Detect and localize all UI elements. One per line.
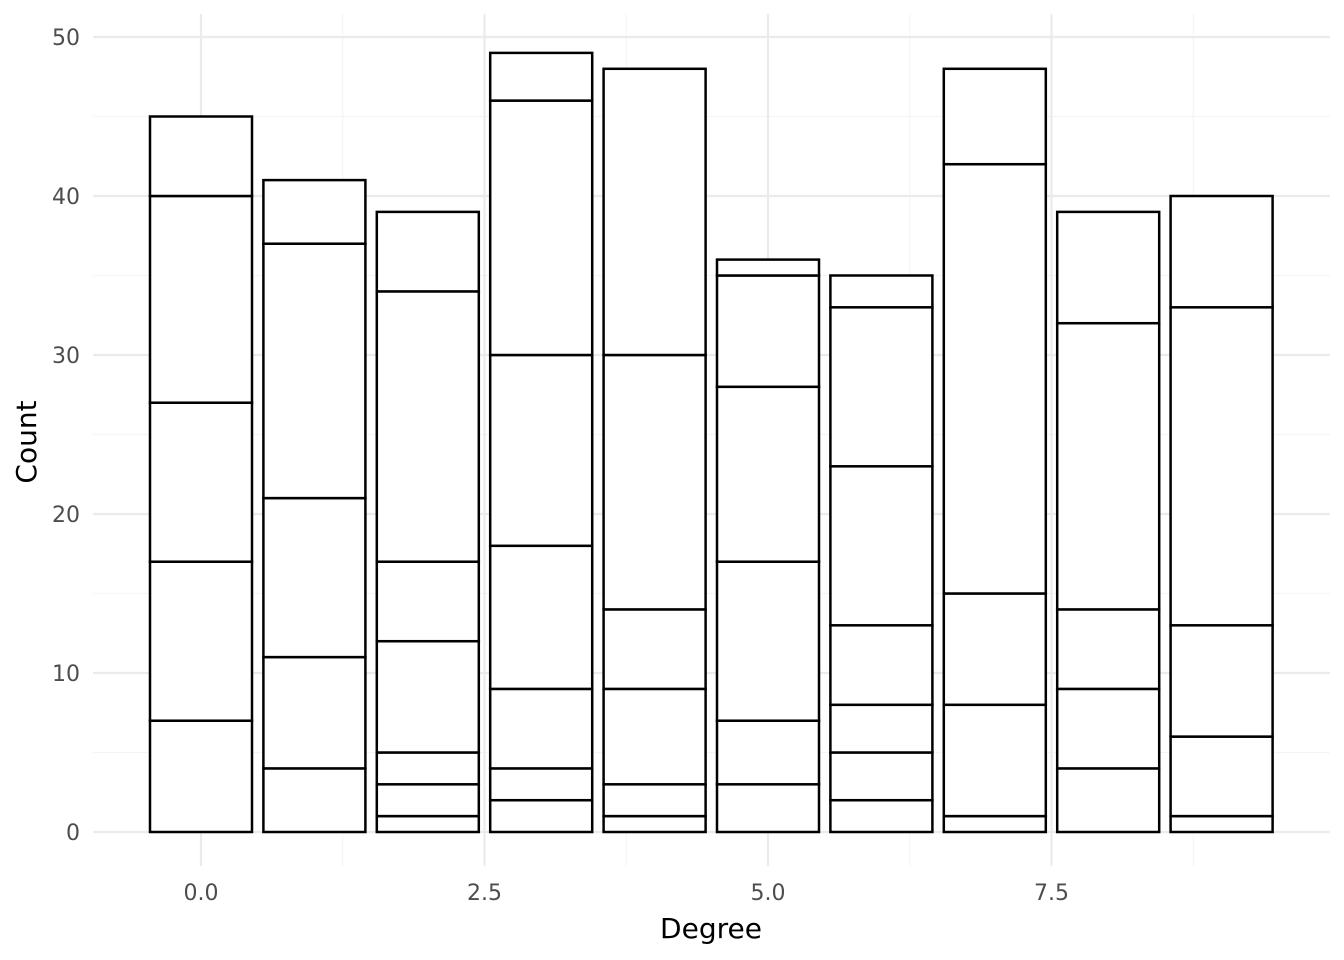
bar-segment [602, 353, 707, 611]
bar-segment [829, 306, 934, 468]
y-tick-label: 0 [66, 821, 80, 846]
y-tick-label: 50 [52, 26, 80, 51]
bar-segment [602, 608, 707, 691]
bar-segment [148, 194, 254, 404]
bar-segment [262, 496, 367, 659]
bar-segment [262, 242, 367, 500]
x-axis-title: Degree [660, 912, 762, 945]
y-tick-label: 40 [52, 185, 80, 210]
bar-segment [375, 814, 481, 834]
bar-segment [942, 592, 1048, 707]
bar-segment [488, 51, 594, 102]
bar-segment [829, 751, 934, 802]
bar-segment [1169, 624, 1274, 738]
bar-segment [829, 703, 934, 754]
bar-segment [602, 814, 707, 834]
bar-segment [148, 719, 254, 834]
bar-segment [602, 783, 707, 818]
bar-segment [488, 767, 594, 802]
y-axis-title: Count [10, 400, 43, 483]
bar-segment [1169, 194, 1274, 309]
bar-segment [262, 655, 367, 770]
bar-segment [715, 274, 821, 389]
bar-segment [488, 687, 594, 770]
bar-segment [375, 751, 481, 786]
bar-segment [715, 560, 821, 722]
bar-segment [262, 767, 367, 834]
bar-segment [602, 67, 707, 357]
bar-segment [1055, 767, 1161, 834]
bar-segment [942, 67, 1048, 166]
bar-segment [1055, 210, 1161, 325]
y-tick-label: 20 [52, 503, 80, 528]
bar-segment [1055, 321, 1161, 611]
bar-segment [488, 544, 594, 691]
x-tick-label: 2.5 [467, 881, 502, 906]
bar-segment [148, 401, 254, 563]
bar-segment [942, 814, 1048, 834]
bar-segment [715, 719, 821, 786]
bar-segment [1169, 814, 1274, 834]
x-tick-label: 5.0 [751, 881, 786, 906]
bar-segment [488, 353, 594, 548]
bar-segment [829, 624, 934, 707]
bar-segment [1169, 306, 1274, 627]
x-axis-tick-labels: 0.0 2.5 5.0 7.5 [184, 881, 1070, 906]
bar-segment [488, 99, 594, 357]
bar-segment [375, 639, 481, 754]
y-tick-label: 10 [52, 662, 80, 687]
bar-segment [715, 258, 821, 277]
y-tick-label: 30 [52, 344, 80, 369]
x-tick-label: 7.5 [1034, 881, 1069, 906]
bar-segment [375, 560, 481, 643]
bar-segment [148, 115, 254, 198]
bar-segment [602, 687, 707, 786]
bar-segment [262, 178, 367, 245]
bar-segment [1055, 687, 1161, 770]
bar-segment [1055, 608, 1161, 691]
x-tick-label: 0.0 [184, 881, 219, 906]
bars-layer [148, 51, 1274, 834]
bar-segment [375, 783, 481, 818]
bar-segment [715, 783, 821, 834]
bar-segment [375, 290, 481, 563]
bar-segment [942, 162, 1048, 595]
bar-segment [375, 210, 481, 293]
bar-segment [829, 798, 934, 834]
bar-segment [829, 465, 934, 627]
bar-segment [715, 385, 821, 563]
bar-segment [488, 798, 594, 834]
y-axis-tick-labels: 0 10 20 30 40 50 [52, 26, 80, 846]
bar-segment [1169, 735, 1274, 818]
bar-segment [148, 560, 254, 722]
bar-segment [942, 703, 1048, 818]
bar-segment [829, 274, 934, 309]
